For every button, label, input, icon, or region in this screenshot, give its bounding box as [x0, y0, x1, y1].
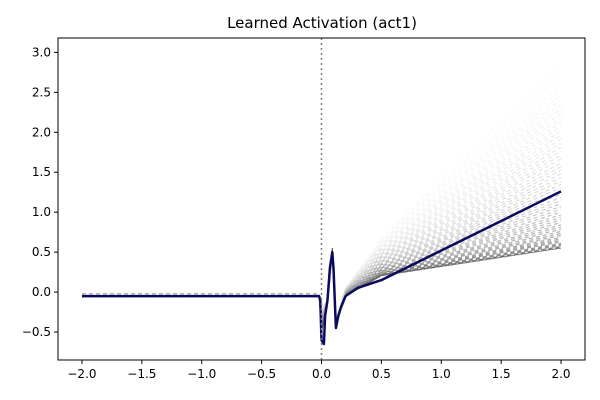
- background-series-line: [82, 70, 562, 321]
- main-series-group: [82, 190, 562, 346]
- x-tick-label: 2.0: [551, 367, 570, 381]
- main-series-line: [82, 190, 562, 346]
- background-series-line: [82, 103, 562, 321]
- background-series-group: [82, 59, 562, 333]
- background-series-line: [82, 130, 562, 321]
- y-tick-label: 2.0: [32, 125, 51, 139]
- background-series-line: [82, 125, 562, 321]
- y-tick-label: 1.5: [32, 165, 51, 179]
- x-tick-label: 0.5: [372, 367, 391, 381]
- x-tick-label: −1.5: [127, 367, 156, 381]
- background-series-line: [82, 154, 562, 321]
- x-axis-ticks: −2.0 −1.5 −1.0 −0.5 0.0 0.5 1.0 1.5 2.0: [67, 360, 571, 381]
- chart-title: Learned Activation (act1): [227, 14, 417, 32]
- x-tick-label: 0.0: [312, 367, 331, 381]
- y-tick-label: 0.5: [32, 245, 51, 259]
- x-tick-label: 1.0: [432, 367, 451, 381]
- background-series-line: [82, 150, 562, 321]
- background-series-line: [82, 121, 562, 321]
- y-tick-label: −0.5: [22, 325, 51, 339]
- x-tick-label: −2.0: [67, 367, 96, 381]
- y-axis-ticks: −0.5 0.0 0.5 1.0 1.5 2.0 2.5 3.0: [22, 45, 58, 339]
- x-tick-label: 1.5: [492, 367, 511, 381]
- x-tick-label: −1.0: [187, 367, 216, 381]
- y-tick-label: 0.0: [32, 285, 51, 299]
- background-series-line: [82, 146, 562, 321]
- x-tick-label: −0.5: [247, 367, 276, 381]
- y-tick-label: 3.0: [32, 45, 51, 59]
- y-tick-label: 2.5: [32, 85, 51, 99]
- y-tick-label: 1.0: [32, 205, 51, 219]
